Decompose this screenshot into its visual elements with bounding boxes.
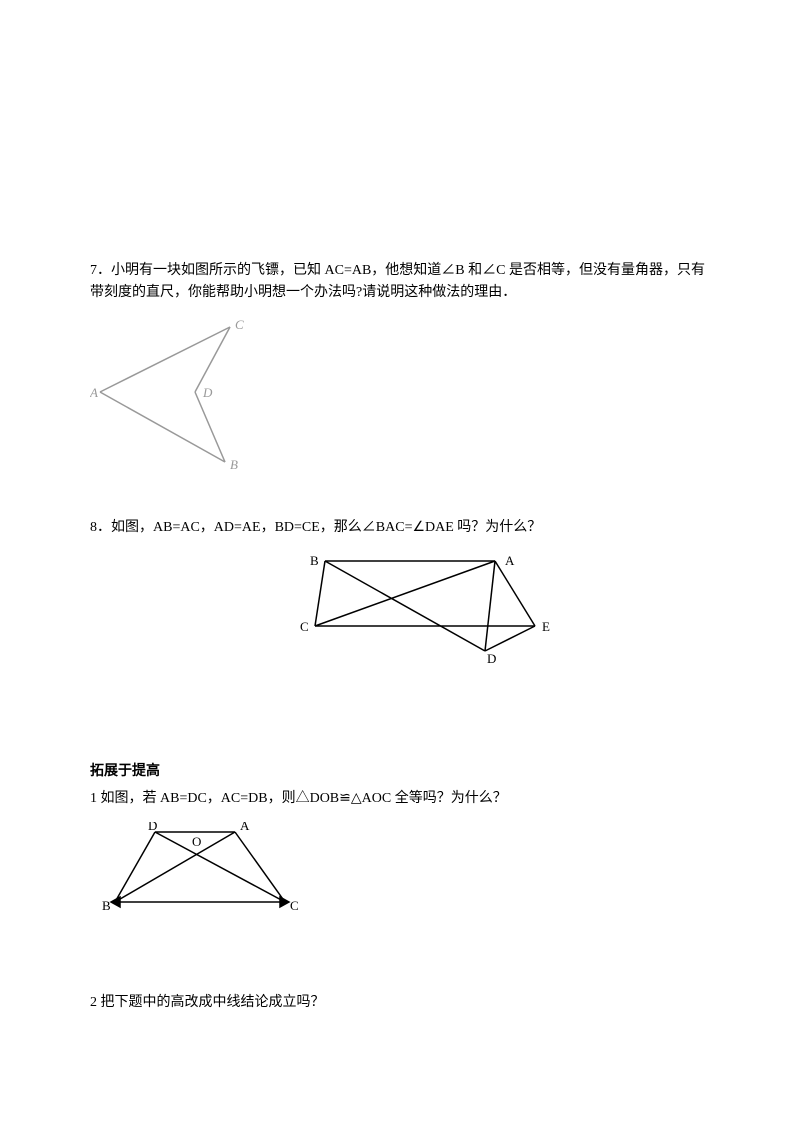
extension-1-figure: D A O B C bbox=[100, 822, 710, 922]
extension-1: 1 如图，若 AB=DC，AC=DB，则△DOB≌△AOC 全等吗？为什么？ D… bbox=[90, 788, 710, 922]
svg-text:A: A bbox=[90, 385, 98, 400]
problem-8-text: 8．如图，AB=AC，AD=AE，BD=CE，那么∠BAC=∠DAE 吗？为什么… bbox=[90, 517, 710, 539]
extension-1-body: 如图，若 AB=DC，AC=DB，则△DOB≌△AOC 全等吗？为什么？ bbox=[97, 791, 507, 806]
svg-text:D: D bbox=[148, 822, 157, 833]
extension-2: 2 把下题中的高改成中线结论成立吗？ bbox=[90, 992, 710, 1014]
problem-8-figure: B A C E D bbox=[290, 551, 710, 671]
svg-text:E: E bbox=[542, 619, 550, 634]
extension-2-number: 2 bbox=[90, 995, 97, 1010]
extension-2-text: 2 把下题中的高改成中线结论成立吗？ bbox=[90, 992, 710, 1014]
problem-7-text: 7．小明有一块如图所示的飞镖，已知 AC=AB，他想知道∠B 和∠C 是否相等，… bbox=[90, 260, 710, 305]
problem-8-number: 8． bbox=[90, 520, 111, 535]
problem-8-body: 如图，AB=AC，AD=AE，BD=CE，那么∠BAC=∠DAE 吗？为什么？ bbox=[111, 520, 541, 535]
svg-text:A: A bbox=[240, 822, 250, 833]
svg-text:B: B bbox=[310, 553, 319, 568]
problem-7-figure: A C D B bbox=[90, 317, 710, 477]
extension-1-number: 1 bbox=[90, 791, 97, 806]
problem-7-body: 小明有一块如图所示的飞镖，已知 AC=AB，他想知道∠B 和∠C 是否相等，但没… bbox=[90, 263, 705, 300]
svg-text:D: D bbox=[487, 651, 496, 666]
svg-text:C: C bbox=[300, 619, 309, 634]
svg-text:D: D bbox=[202, 385, 213, 400]
problem-7: 7．小明有一块如图所示的飞镖，已知 AC=AB，他想知道∠B 和∠C 是否相等，… bbox=[90, 260, 710, 477]
extension-2-body: 把下题中的高改成中线结论成立吗？ bbox=[97, 995, 325, 1010]
problem-7-number: 7． bbox=[90, 263, 111, 278]
svg-text:B: B bbox=[102, 898, 111, 913]
svg-text:A: A bbox=[505, 553, 515, 568]
svg-text:C: C bbox=[290, 898, 299, 913]
svg-text:O: O bbox=[192, 834, 201, 849]
problem-8: 8．如图，AB=AC，AD=AE，BD=CE，那么∠BAC=∠DAE 吗？为什么… bbox=[90, 517, 710, 671]
svg-text:C: C bbox=[235, 317, 244, 332]
extension-1-text: 1 如图，若 AB=DC，AC=DB，则△DOB≌△AOC 全等吗？为什么？ bbox=[90, 788, 710, 810]
section-heading: 拓展于提高 bbox=[90, 761, 710, 783]
svg-text:B: B bbox=[230, 457, 238, 472]
